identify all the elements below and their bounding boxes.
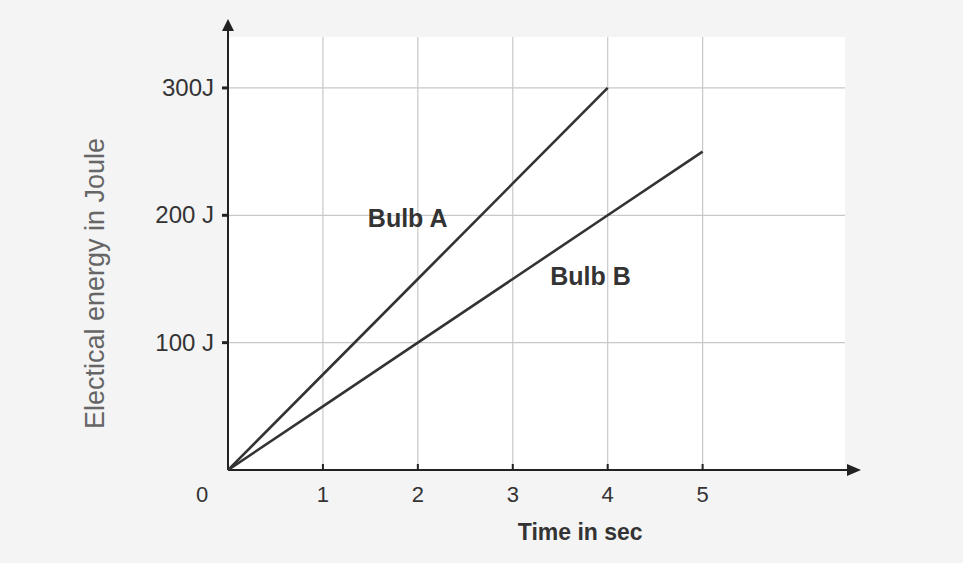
x-tick-label: 2 xyxy=(412,482,424,507)
x-tick xyxy=(512,464,514,470)
chart: 0 1 2 3 4 5 100 J 200 J 300J Time in sec Electical… xyxy=(0,0,963,563)
x-tick-label: 0 xyxy=(196,482,208,507)
y-axis xyxy=(227,25,229,470)
x-axis-arrow xyxy=(847,464,861,476)
grid-line xyxy=(512,37,513,470)
y-tick-label: 200 J xyxy=(155,201,214,228)
y-tick xyxy=(222,86,228,89)
grid-line xyxy=(228,342,845,343)
series-line xyxy=(228,152,703,470)
y-tick xyxy=(222,214,228,217)
grid-line xyxy=(607,37,608,470)
x-tick-label: 3 xyxy=(507,482,519,507)
y-tick xyxy=(222,341,228,344)
lines xyxy=(228,88,703,470)
x-tick-label: 1 xyxy=(317,482,329,507)
x-tick-label: 5 xyxy=(696,482,708,507)
y-tick-label: 300J xyxy=(162,74,214,101)
x-axis-label: Time in sec xyxy=(518,519,643,545)
series-label: Bulb A xyxy=(368,204,448,232)
axes: 0 1 2 3 4 5 100 J 200 J 300J xyxy=(155,19,861,507)
grid-line xyxy=(228,215,845,216)
series-label: Bulb B xyxy=(550,262,631,290)
x-tick xyxy=(322,464,324,470)
y-axis-arrow xyxy=(222,19,234,31)
background xyxy=(0,0,963,563)
y-axis-label: Electical energy in Joule xyxy=(80,138,110,429)
y-tick-label: 100 J xyxy=(155,329,214,356)
x-tick xyxy=(417,464,419,470)
grid xyxy=(228,37,845,470)
grid-line xyxy=(702,37,703,470)
grid-line xyxy=(417,37,418,470)
grid-line xyxy=(228,87,845,88)
x-tick xyxy=(702,464,704,470)
plot-area xyxy=(228,37,845,470)
x-tick xyxy=(607,464,609,470)
x-tick-label: 4 xyxy=(602,482,614,507)
